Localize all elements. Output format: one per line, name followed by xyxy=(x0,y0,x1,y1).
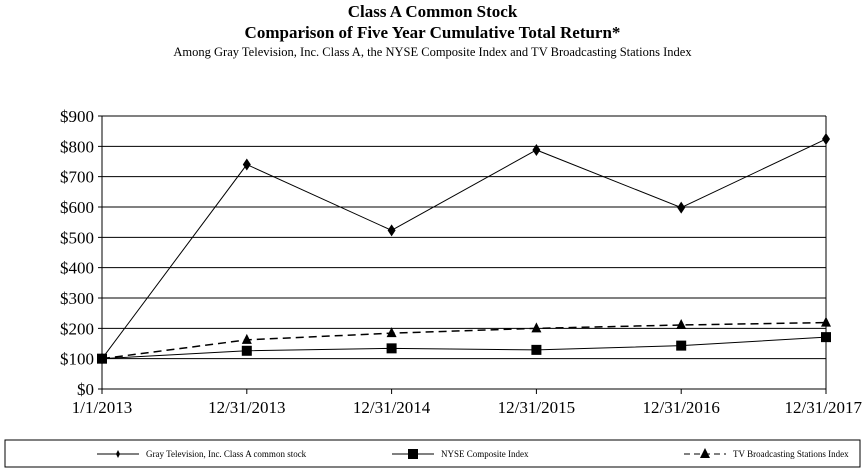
y-tick-label: $400 xyxy=(60,259,94,278)
x-tick-label: 12/31/2014 xyxy=(353,398,431,417)
y-tick-label: $300 xyxy=(60,289,94,308)
y-tick-label: $500 xyxy=(60,228,94,247)
x-tick-label: 1/1/2013 xyxy=(72,398,132,417)
data-point-square xyxy=(676,340,687,351)
x-tick-label: 12/31/2015 xyxy=(498,398,575,417)
x-tick-label: 12/31/2013 xyxy=(208,398,285,417)
data-point-triangle xyxy=(97,352,107,363)
chart-subtitle: Comparison of Five Year Cumulative Total… xyxy=(244,23,621,42)
legend-label: Gray Television, Inc. Class A common sto… xyxy=(146,449,307,459)
data-point-triangle xyxy=(531,322,542,333)
series-line-diamond xyxy=(101,138,827,359)
data-point-square xyxy=(386,343,397,354)
data-point-square xyxy=(531,344,542,355)
y-tick-label: $600 xyxy=(60,198,94,217)
data-point-diamond xyxy=(387,224,396,237)
y-tick-label: $900 xyxy=(60,107,94,126)
data-point-square xyxy=(821,332,831,343)
chart-title: Class A Common Stock xyxy=(347,2,518,21)
data-point-triangle xyxy=(386,327,397,338)
y-tick-label: $700 xyxy=(60,168,94,187)
y-tick-label: $100 xyxy=(60,350,94,369)
legend-label: NYSE Composite Index xyxy=(441,449,529,459)
x-tick-label: 12/31/2016 xyxy=(642,398,719,417)
series-line-square xyxy=(101,336,827,360)
series-line-triangle xyxy=(101,321,827,360)
data-point-triangle xyxy=(241,333,252,344)
legend-label: TV Broadcasting Stations Index xyxy=(733,449,849,459)
data-point-diamond xyxy=(242,158,251,171)
legend-marker-square xyxy=(408,449,418,459)
y-tick-label: $200 xyxy=(60,319,94,338)
legend-marker-triangle xyxy=(700,448,710,458)
chart-subtitle-2: Among Gray Television, Inc. Class A, the… xyxy=(173,45,692,59)
data-point-diamond xyxy=(532,143,541,156)
x-tick-label: 12/31/2017 xyxy=(785,398,863,417)
data-point-triangle xyxy=(676,318,687,329)
legend-marker-diamond xyxy=(116,450,120,458)
y-tick-label: $800 xyxy=(60,137,94,156)
data-point-square xyxy=(241,345,252,356)
y-tick-label: $0 xyxy=(77,380,94,399)
data-point-diamond xyxy=(677,201,686,214)
data-point-triangle xyxy=(821,316,831,327)
data-point-diamond xyxy=(822,133,830,146)
